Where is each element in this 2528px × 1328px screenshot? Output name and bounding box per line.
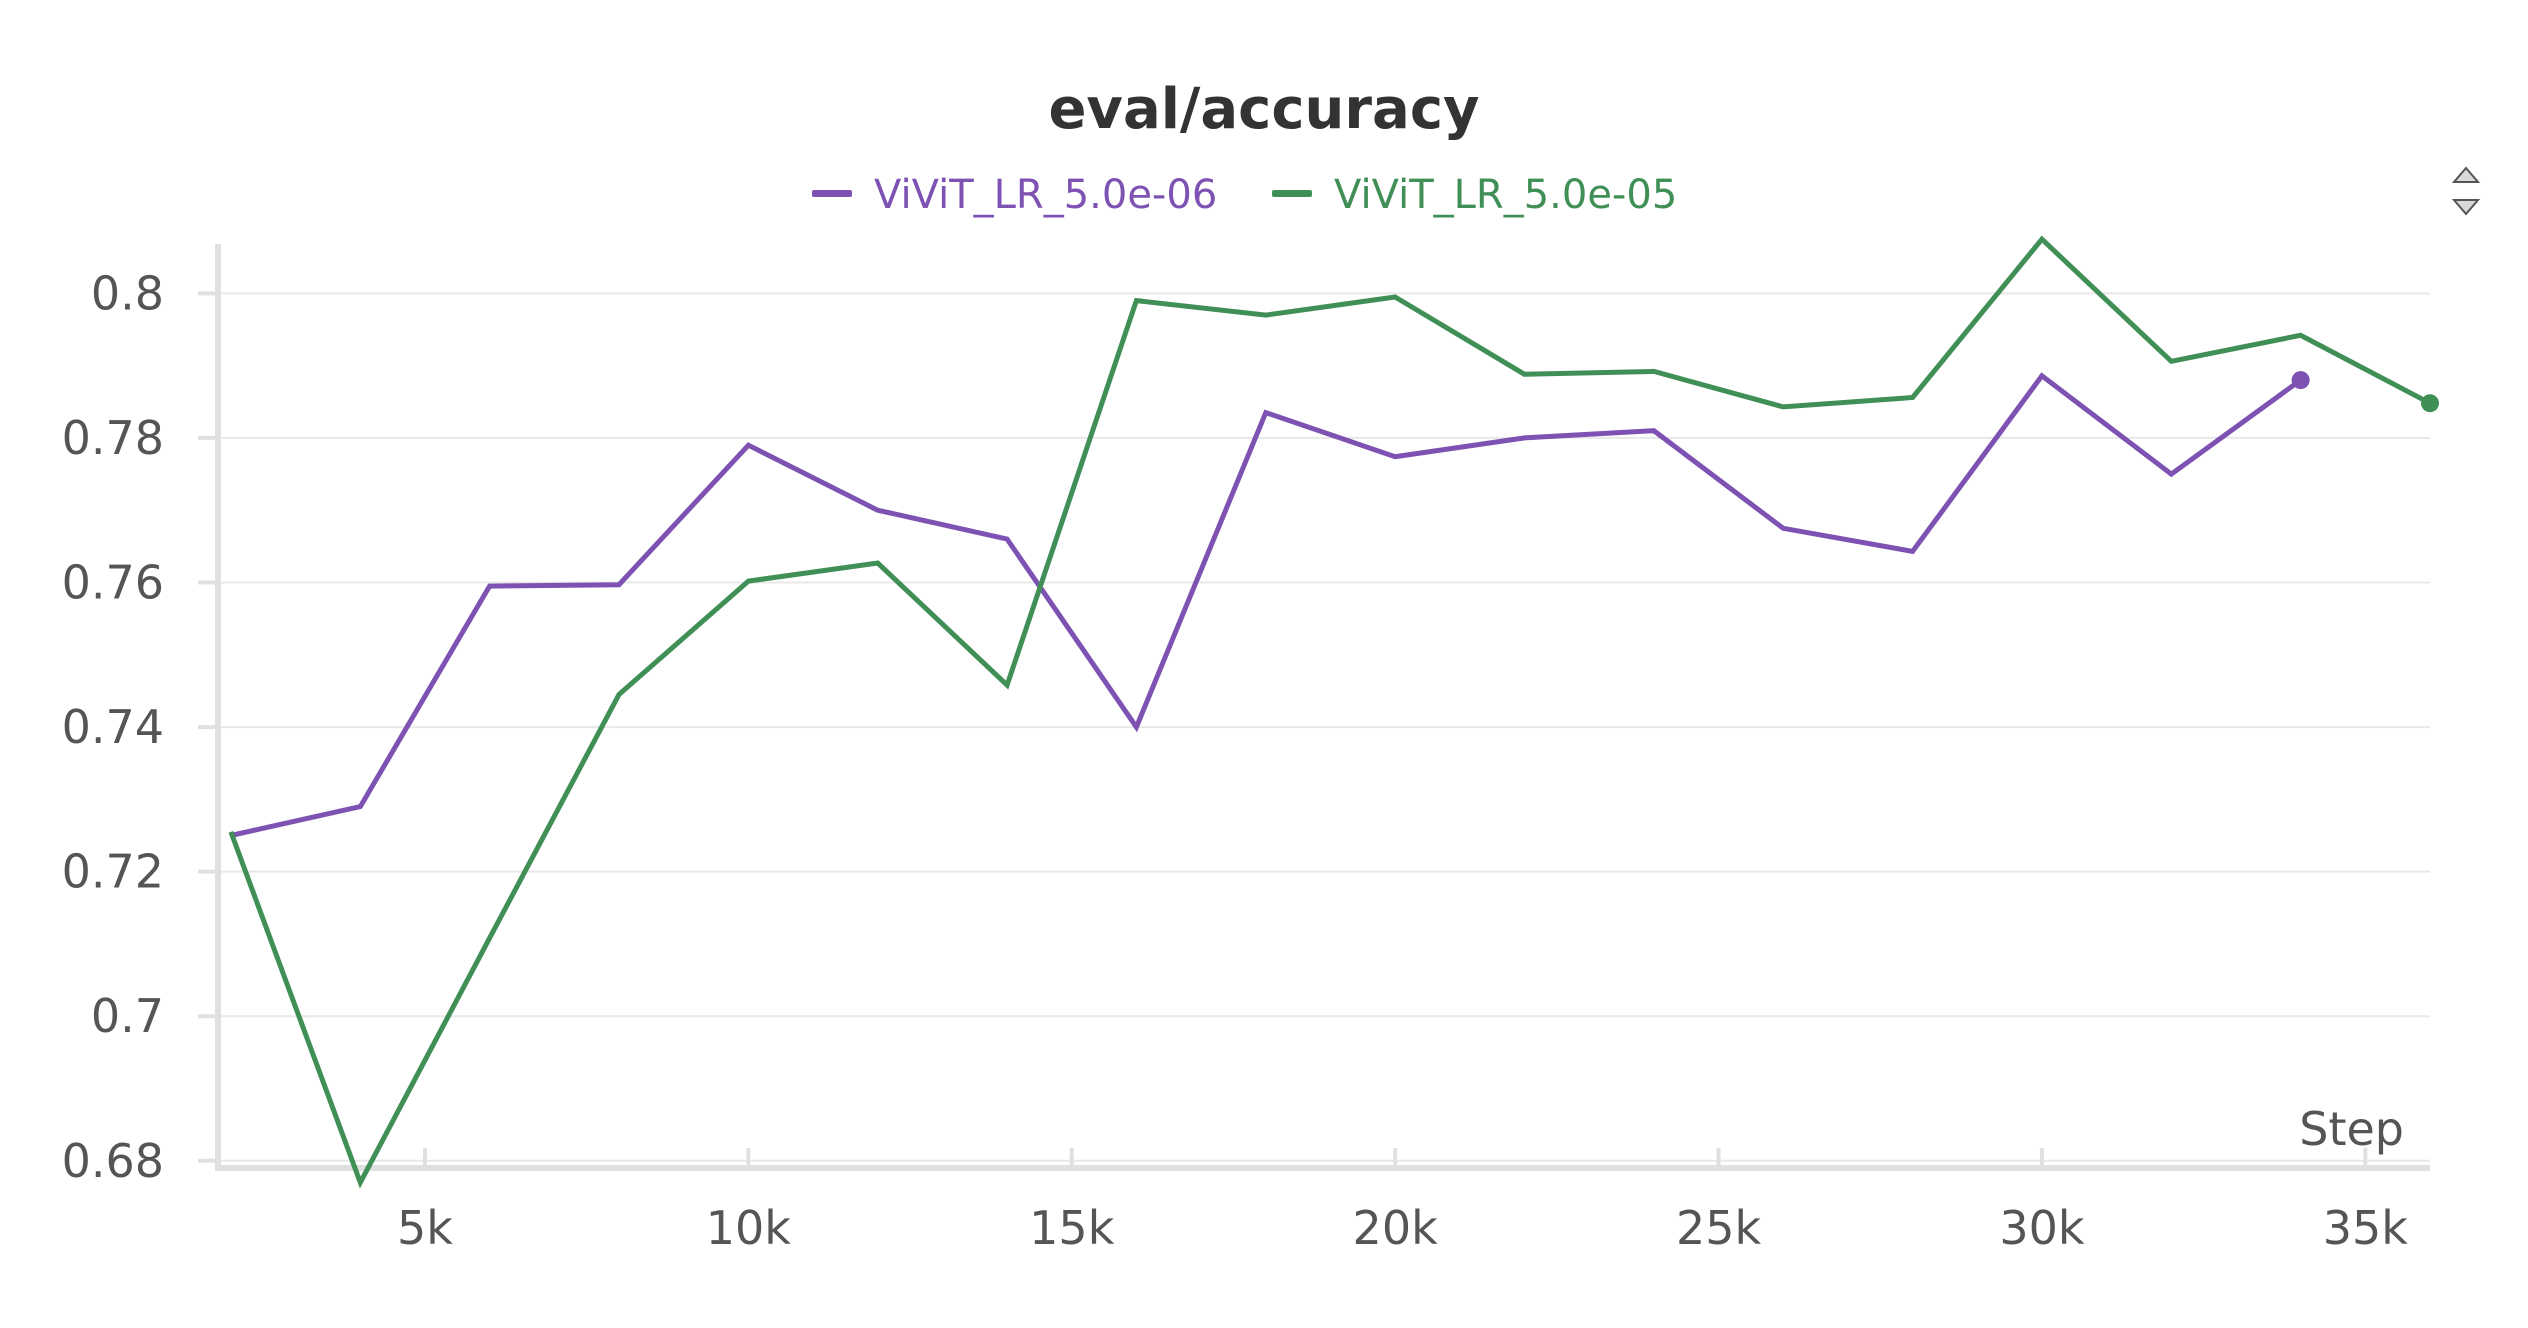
series-lines bbox=[228, 235, 2439, 1189]
chart-title: eval/accuracy bbox=[1048, 77, 1479, 142]
x-tick-label: 35k bbox=[2323, 1201, 2409, 1255]
x-tick-label: 20k bbox=[1353, 1201, 1439, 1255]
legend-item-series-2[interactable]: ViViT_LR_5.0e-05 bbox=[1272, 172, 1677, 218]
y-tick-label: 0.74 bbox=[62, 700, 164, 754]
x-tick-label: 5k bbox=[397, 1201, 453, 1255]
x-tick-label: 25k bbox=[1676, 1201, 1762, 1255]
legend-label: ViViT_LR_5.0e-05 bbox=[1334, 172, 1677, 218]
axes bbox=[198, 244, 2430, 1171]
x-axis-title: Step bbox=[2299, 1102, 2404, 1156]
x-tick-label: 15k bbox=[1029, 1201, 1115, 1255]
y-tick-label: 0.76 bbox=[62, 556, 164, 610]
tick-labels: 0.68 0.7 0.72 0.74 0.76 0.78 0.8 5k 10k 15k 20k 25k… bbox=[62, 266, 2409, 1255]
series-line-2[interactable] bbox=[228, 235, 2432, 1189]
y-tick-label: 0.78 bbox=[62, 411, 164, 465]
x-tick-label: 30k bbox=[1999, 1201, 2085, 1255]
y-tick-label: 0.68 bbox=[62, 1134, 164, 1188]
y-tick-label: 0.72 bbox=[62, 845, 164, 899]
legend-item-series-1[interactable]: ViViT_LR_5.0e-06 bbox=[812, 172, 1217, 218]
y-tick-label: 0.8 bbox=[91, 266, 164, 320]
series-end-marker-2[interactable] bbox=[2421, 394, 2439, 413]
legend-swatch bbox=[1272, 190, 1312, 197]
legend: ViViT_LR_5.0e-06 ViViT_LR_5.0e-05 bbox=[812, 172, 1677, 218]
sort-arrows-icon[interactable] bbox=[2451, 166, 2481, 216]
series-end-marker-1[interactable] bbox=[2291, 371, 2310, 390]
y-tick-label: 0.7 bbox=[91, 989, 164, 1043]
legend-label: ViViT_LR_5.0e-06 bbox=[874, 172, 1217, 218]
series-line-1[interactable] bbox=[230, 372, 2303, 838]
grid-lines bbox=[218, 292, 2430, 1162]
x-tick-label: 10k bbox=[706, 1201, 792, 1255]
legend-swatch bbox=[812, 190, 852, 197]
